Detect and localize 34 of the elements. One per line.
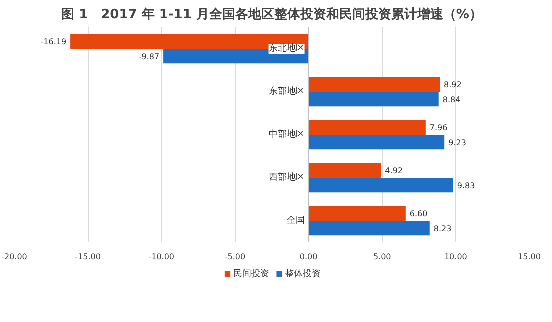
y-tick-label: 西部地区: [268, 172, 305, 183]
chart-title: 图 1 2017 年 1-11 月全国各地区整体投资和民间投资累计增速（%）: [62, 6, 482, 22]
x-tick-label: -15.00: [75, 252, 101, 262]
bar: [308, 206, 406, 221]
x-tick-label: -5.00: [224, 252, 246, 262]
bar: [308, 163, 382, 178]
y-tick-label: 中部地区: [268, 129, 305, 140]
data-label: 7.96: [430, 124, 448, 133]
y-tick-label: 东北地区: [268, 43, 305, 54]
bar: [308, 77, 440, 92]
data-label: 8.23: [434, 224, 452, 234]
data-label: -9.87: [138, 52, 160, 62]
x-tick-label: -10.00: [148, 252, 175, 262]
bar: [308, 135, 445, 150]
bar: [308, 221, 430, 236]
data-label: 6.60: [410, 210, 428, 219]
y-tick-label: 东部地区: [268, 86, 305, 97]
x-tick-label: 5.00: [373, 252, 392, 262]
data-label: 8.92: [444, 80, 462, 90]
data-label: -16.19: [40, 38, 67, 47]
x-tick-label: -20.00: [2, 252, 28, 262]
x-tick-label: 15.00: [518, 252, 541, 262]
bar: [308, 178, 454, 193]
data-label: 8.84: [442, 95, 461, 104]
data-label: 9.83: [457, 181, 476, 190]
bar: [308, 120, 426, 135]
x-tick-label: 10.00: [444, 252, 468, 262]
data-label: 9.23: [448, 138, 466, 148]
y-tick-label: 全国: [286, 215, 305, 226]
bar: [308, 92, 439, 107]
legend-label: 整体投资: [285, 268, 322, 280]
legend-label: 民间投资: [233, 268, 270, 280]
data-label: 4.92: [385, 166, 403, 176]
x-tick-label: 0.00: [300, 252, 318, 262]
